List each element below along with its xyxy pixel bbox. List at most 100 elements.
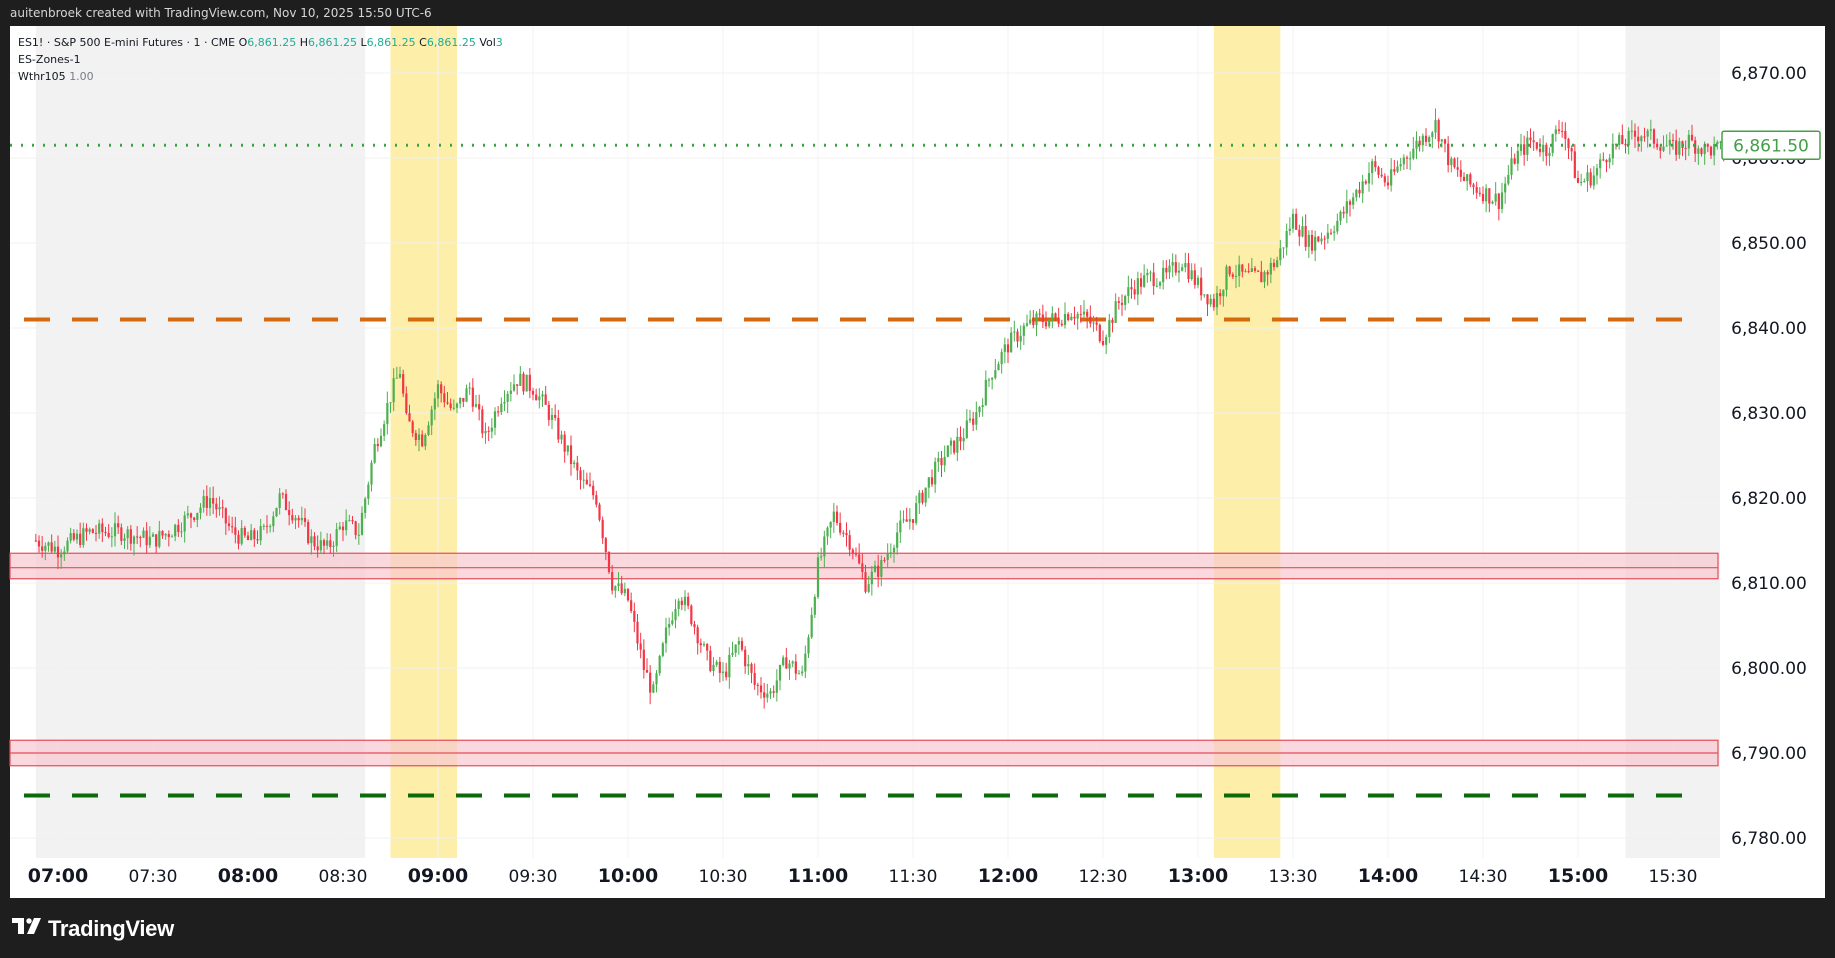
- candle: [1491, 200, 1494, 205]
- candle-body: [820, 556, 823, 558]
- candle: [414, 430, 417, 446]
- candle-body: [1190, 270, 1193, 280]
- candle-body: [158, 530, 161, 547]
- candle: [370, 460, 373, 492]
- candle: [72, 529, 75, 542]
- legend-open-value: 6,861.25: [247, 36, 297, 49]
- candle: [563, 430, 566, 463]
- candle-body: [91, 529, 94, 533]
- candle: [579, 466, 582, 490]
- candle: [34, 533, 37, 543]
- candle-body: [1447, 143, 1450, 166]
- candle-body: [506, 393, 509, 402]
- candle-body: [1361, 181, 1364, 194]
- candle: [1694, 136, 1697, 163]
- candle-body: [107, 532, 110, 537]
- candle: [1174, 254, 1177, 276]
- candle: [1003, 337, 1006, 364]
- candle-body: [101, 523, 104, 533]
- time-highlight-band: [1213, 26, 1281, 858]
- candle: [1665, 134, 1668, 147]
- candle: [117, 515, 120, 534]
- candle-body: [1048, 319, 1051, 327]
- candle: [512, 374, 516, 392]
- candle-body: [1124, 295, 1127, 305]
- candle: [1516, 144, 1519, 171]
- candle: [826, 526, 829, 545]
- candle-body: [142, 530, 145, 538]
- candle: [725, 662, 728, 681]
- candle: [360, 506, 364, 536]
- candle: [449, 398, 452, 411]
- candle: [623, 582, 626, 597]
- candle: [674, 599, 677, 629]
- candle-body: [462, 397, 465, 402]
- candle-body: [756, 684, 759, 686]
- candle-body: [1706, 144, 1709, 147]
- candle-body: [351, 520, 354, 522]
- candle: [1193, 263, 1196, 289]
- candle-body: [1000, 351, 1003, 365]
- candle: [202, 489, 205, 513]
- candle-body: [1475, 187, 1478, 193]
- candle: [493, 407, 497, 436]
- candle: [227, 515, 231, 531]
- candle: [1117, 296, 1120, 310]
- candle-body: [775, 680, 778, 693]
- candle: [1605, 159, 1608, 173]
- candle: [1481, 186, 1485, 204]
- candle: [240, 520, 243, 546]
- candle: [1643, 127, 1646, 142]
- candle: [85, 523, 88, 541]
- candle-body: [1719, 141, 1722, 143]
- candle-body: [405, 393, 408, 414]
- candle-body: [1108, 319, 1111, 338]
- candle-body: [1291, 213, 1295, 229]
- candle-body: [1649, 129, 1652, 131]
- candle-body: [1611, 143, 1614, 159]
- candle-body: [1086, 311, 1089, 317]
- candle-body: [1421, 135, 1424, 146]
- candle-body: [497, 411, 500, 413]
- candle: [104, 526, 107, 537]
- candle-body: [706, 644, 709, 651]
- candle: [801, 665, 804, 677]
- candle-body: [256, 539, 259, 541]
- legend-symbol-row[interactable]: ES1! · S&P 500 E-mini Futures · 1 · CME …: [18, 34, 503, 51]
- candle: [1352, 192, 1355, 210]
- time-highlight-band: [390, 26, 457, 858]
- candle-body: [1627, 130, 1630, 146]
- candle-body: [1526, 137, 1529, 155]
- candle-body: [747, 664, 750, 667]
- candle: [734, 644, 737, 657]
- candle: [1025, 314, 1029, 327]
- candle: [1310, 229, 1314, 255]
- candle-body: [1624, 144, 1627, 146]
- y-axis-tick-label: 6,820.00: [1731, 489, 1807, 509]
- candle-body: [557, 417, 560, 440]
- candle: [1532, 131, 1535, 151]
- candle: [1675, 129, 1678, 161]
- legend-indicator-wthr[interactable]: Wthr105 1.00: [18, 68, 503, 85]
- candle-body: [98, 523, 101, 534]
- candle-body: [984, 379, 987, 406]
- candle-body: [1092, 322, 1095, 324]
- candle-body: [170, 536, 174, 538]
- candle: [633, 602, 636, 633]
- candle: [1567, 137, 1570, 160]
- candle-body: [1067, 313, 1070, 321]
- candle-body: [1136, 278, 1139, 295]
- candle-body: [1143, 275, 1146, 287]
- legend-indicator-zones[interactable]: ES-Zones-1: [18, 53, 81, 66]
- candle: [1241, 264, 1244, 278]
- candle-body: [332, 545, 335, 547]
- candle-body: [794, 661, 797, 674]
- candle: [1554, 125, 1557, 142]
- candle-body: [962, 437, 965, 442]
- candle: [272, 511, 275, 533]
- tradingview-logo[interactable]: TradingView: [12, 916, 174, 942]
- candle-body: [1339, 211, 1342, 221]
- candle: [892, 544, 896, 563]
- candle-body: [1149, 272, 1152, 274]
